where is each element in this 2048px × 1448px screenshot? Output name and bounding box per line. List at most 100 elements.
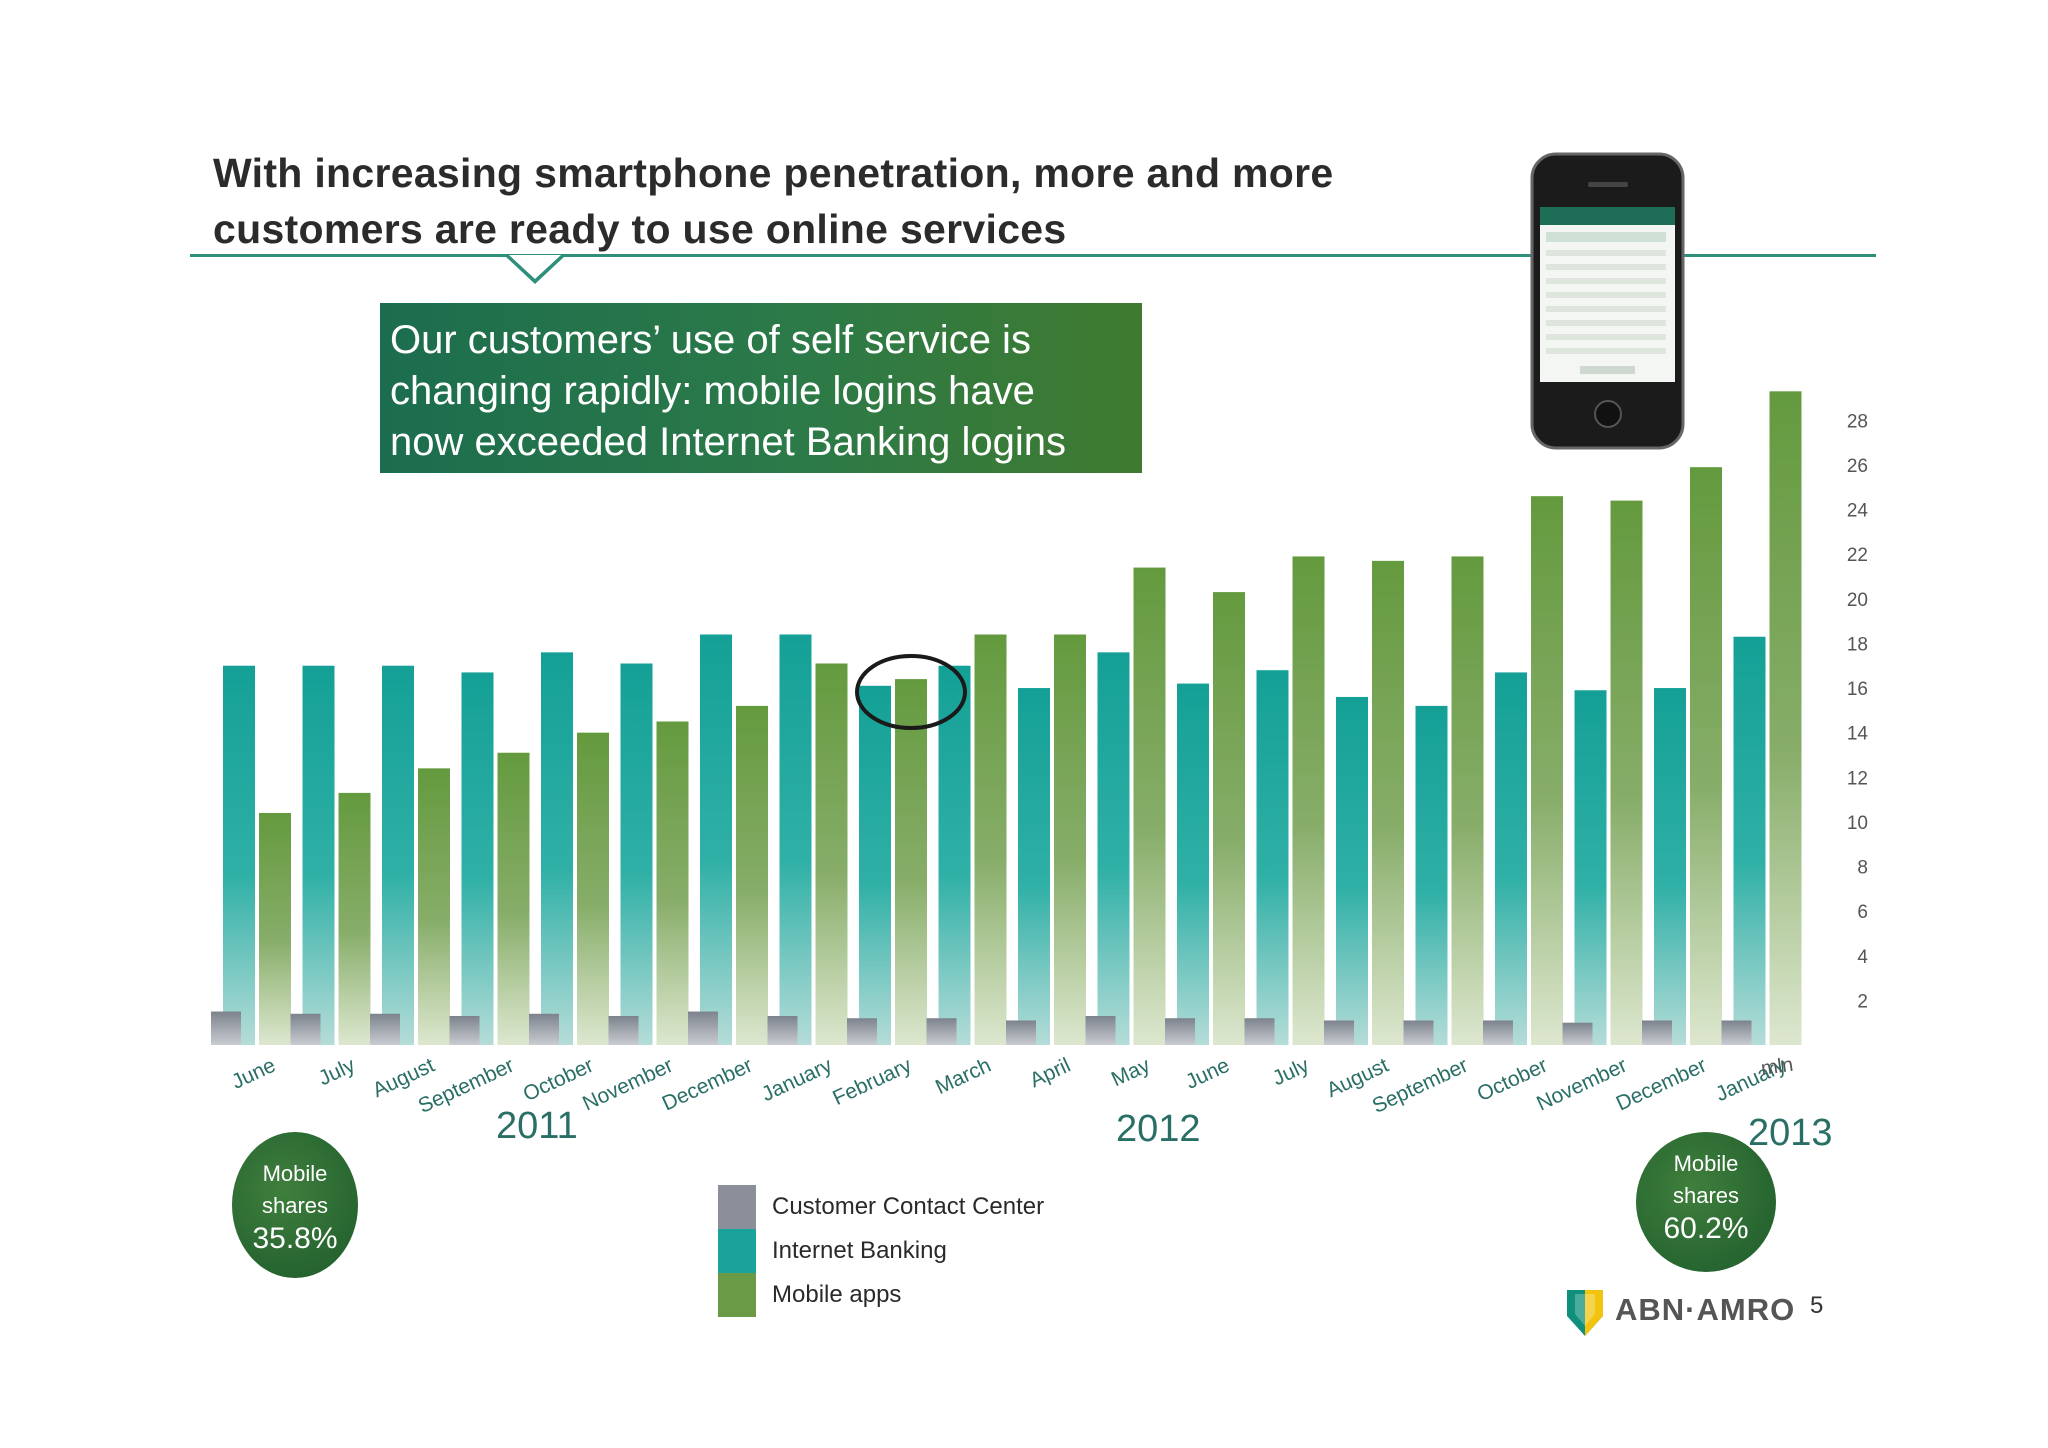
bar-internet-banking-7 [779, 634, 812, 1045]
title-line-2: customers are ready to use online servic… [213, 206, 1067, 252]
bar-ccc-5 [608, 1015, 639, 1045]
abn-amro-shield-icon [1567, 1290, 1603, 1336]
bar-mobile-apps-12 [1213, 592, 1245, 1045]
bar-internet-banking-16 [1495, 672, 1527, 1045]
bar-mobile-apps-11 [1133, 567, 1166, 1045]
x-tick-label-10: April [1026, 1054, 1074, 1093]
bar-internet-banking-9 [938, 665, 971, 1045]
x-tick-label-8: February [829, 1053, 915, 1110]
callout-line-1: Our customers’ use of self service is [390, 318, 1031, 362]
bar-mobile-apps-6 [736, 705, 768, 1045]
bar-mobile-apps-3 [497, 752, 530, 1045]
year-label-2013: 2013 [1748, 1112, 1833, 1154]
bar-ccc-12 [1165, 1018, 1195, 1045]
slide-title: With increasing smartphone penetration, … [213, 145, 1513, 257]
bar-mobile-apps-1 [338, 792, 371, 1045]
bar-internet-banking-5 [620, 663, 653, 1045]
bar-ccc-14 [1324, 1020, 1354, 1045]
bar-mobile-apps-19 [1769, 391, 1802, 1045]
bar-internet-banking-14 [1336, 696, 1368, 1045]
y-tick-label-2: 2 [1857, 991, 1868, 1012]
bars-layer [211, 391, 1802, 1046]
y-tick-label-18: 18 [1847, 634, 1868, 655]
y-tick-label-6: 6 [1857, 902, 1868, 923]
bar-mobile-apps-16 [1531, 496, 1563, 1045]
bar-ccc-9 [926, 1018, 957, 1045]
legend-label-mobile: Mobile apps [772, 1281, 902, 1308]
bar-internet-banking-3 [461, 672, 494, 1045]
y-tick-label-28: 28 [1847, 411, 1868, 432]
bar-mobile-apps-8 [895, 679, 927, 1045]
bar-ccc-15 [1403, 1020, 1434, 1045]
bar-ccc-17 [1562, 1022, 1593, 1045]
bar-internet-banking-8 [859, 685, 891, 1045]
bar-internet-banking-13 [1256, 670, 1289, 1045]
y-tick-label-14: 14 [1847, 724, 1869, 745]
bar-ccc-1 [290, 1013, 321, 1045]
bar-ccc-4 [529, 1013, 559, 1045]
bar-ccc-18 [1642, 1020, 1672, 1045]
legend-label-ib: Internet Banking [772, 1237, 947, 1264]
bar-internet-banking-18 [1654, 688, 1686, 1045]
bar-ccc-16 [1483, 1020, 1513, 1045]
bar-mobile-apps-17 [1610, 500, 1643, 1046]
bar-mobile-apps-15 [1451, 556, 1484, 1045]
bar-mobile-apps-18 [1690, 467, 1722, 1045]
x-tick-label-12: June [1182, 1054, 1233, 1094]
bar-ccc-0 [211, 1011, 241, 1045]
x-tick-label-6: December [659, 1054, 757, 1116]
badge-2013-line1: Mobile [1673, 1151, 1739, 1176]
y-tick-label-4: 4 [1857, 947, 1868, 968]
bar-ccc-19 [1721, 1020, 1752, 1045]
bar-mobile-apps-0 [259, 812, 291, 1045]
year-label-2011: 2011 [496, 1105, 578, 1147]
x-tick-label-7: January [758, 1053, 836, 1106]
page-number: 5 [1810, 1292, 1824, 1319]
bar-internet-banking-12 [1177, 683, 1209, 1045]
callout-line-3: now exceeded Internet Banking logins [390, 420, 1067, 464]
y-tick-label-22: 22 [1847, 545, 1868, 566]
title-rule-notch-inner [509, 255, 561, 279]
bar-internet-banking-0 [223, 665, 255, 1045]
y-tick-label-10: 10 [1847, 813, 1868, 834]
bar-internet-banking-15 [1415, 705, 1448, 1045]
bar-internet-banking-1 [302, 665, 335, 1045]
bar-mobile-apps-9 [974, 634, 1007, 1045]
bar-mobile-apps-10 [1054, 634, 1086, 1045]
bar-ccc-11 [1085, 1015, 1116, 1045]
x-tick-label-11: May [1108, 1053, 1154, 1091]
bar-mobile-apps-13 [1292, 556, 1325, 1045]
callout-box: Our customers’ use of self service is ch… [380, 303, 1142, 473]
title-rule [190, 254, 1876, 257]
brand-logo: ABN·AMRO [1565, 1288, 1794, 1343]
legend-swatch-ib [718, 1229, 756, 1273]
bar-internet-banking-2 [382, 665, 414, 1045]
badge-2013-line2: shares [1672, 1183, 1740, 1208]
badge-2011-line1: Mobile [262, 1161, 328, 1186]
smartphone-icon [1530, 152, 1685, 450]
bar-ccc-8 [847, 1018, 877, 1045]
badge-2013-percent: 60.2% [1663, 1212, 1749, 1245]
bar-mobile-apps-7 [815, 663, 848, 1045]
brand-name: ABN·AMRO [1615, 1292, 1796, 1327]
y-tick-label-20: 20 [1847, 590, 1868, 611]
x-tick-label-5: November [579, 1054, 677, 1116]
legend-swatch-mobile [718, 1273, 756, 1317]
mobile-share-badge-2011: Mobile shares 35.8% [232, 1132, 358, 1278]
bar-ccc-2 [370, 1013, 400, 1045]
year-label-2012: 2012 [1116, 1108, 1201, 1150]
legend-swatch-ccc [718, 1185, 756, 1229]
highlight-circle [855, 654, 967, 730]
y-tick-label-16: 16 [1847, 679, 1868, 700]
bar-internet-banking-19 [1733, 636, 1766, 1045]
x-tick-label-18: December [1613, 1054, 1711, 1116]
bar-internet-banking-11 [1097, 652, 1130, 1045]
bar-ccc-6 [688, 1011, 718, 1045]
y-tick-label-26: 26 [1847, 456, 1868, 477]
mobile-share-badge-2013: Mobile shares 60.2% [1636, 1132, 1776, 1272]
y-tick-label-24: 24 [1847, 501, 1869, 522]
x-tick-label-1: July [315, 1053, 359, 1090]
